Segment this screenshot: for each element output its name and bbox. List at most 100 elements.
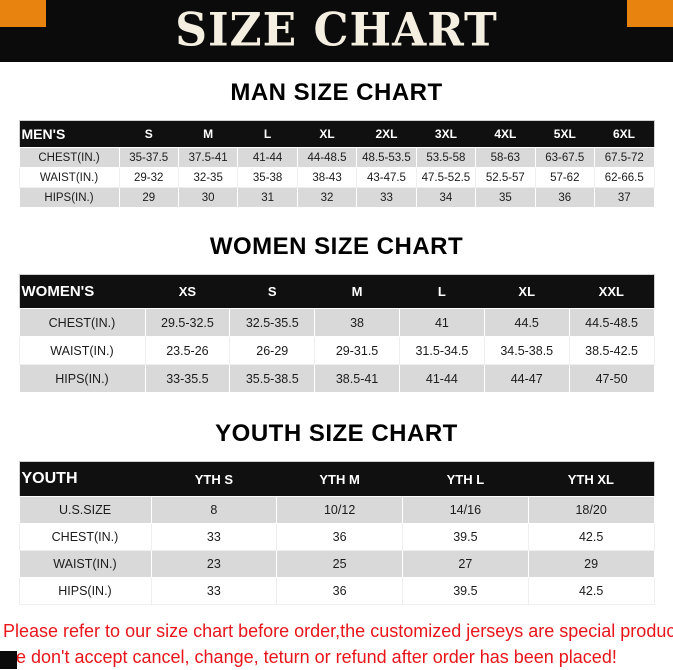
- value-cell: 53.5-58: [415, 147, 477, 168]
- value-cell: 35-37.5: [118, 147, 179, 168]
- value-cell: 33: [150, 577, 278, 605]
- table-row: WAIST(IN.) 29-32 32-35 35-38 38-43 43-47.5 47.…: [18, 167, 655, 188]
- size-header-cell: 2XL: [356, 120, 417, 148]
- value-cell: 8: [150, 496, 278, 524]
- value-cell: 39.5: [402, 523, 529, 551]
- value-cell: 41-44: [398, 364, 485, 393]
- value-cell: 41: [398, 308, 485, 337]
- value-cell: 37.5-41: [177, 147, 239, 168]
- size-header-cell: S: [119, 120, 179, 148]
- value-cell: 18/20: [527, 496, 655, 524]
- table-header-row: YOUTH YTH S YTH M YTH L YTH XL: [19, 461, 654, 497]
- value-cell: 47.5-52.5: [415, 167, 477, 188]
- value-cell: 27: [402, 550, 529, 578]
- value-cell: 10/12: [276, 496, 403, 524]
- corner-accent-top-left: [0, 0, 46, 27]
- table-row: CHEST(IN.) 33 36 39.5 42.5: [18, 523, 655, 551]
- youth-size-table: YOUTH YTH S YTH M YTH L YTH XL U.S.SIZE 8 10/12…: [18, 461, 655, 605]
- size-header-cell: YTH M: [276, 461, 403, 497]
- men-section-heading: MAN SIZE CHART: [230, 79, 443, 106]
- value-cell: 43-47.5: [356, 167, 417, 188]
- table-row: U.S.SIZE 8 10/12 14/16 18/20: [18, 496, 655, 524]
- value-cell: 38.5-42.5: [568, 336, 655, 365]
- value-cell: 29-31.5: [314, 336, 400, 365]
- value-cell: 36: [276, 523, 403, 551]
- size-header-cell: YTH L: [402, 461, 529, 497]
- youth-section-heading: YOUTH SIZE CHART: [215, 420, 458, 447]
- table-row: HIPS(IN.) 33 36 39.5 42.5: [18, 577, 655, 605]
- value-cell: 44.5: [483, 308, 570, 337]
- value-cell: 35: [475, 187, 536, 208]
- size-header-cell: YTH S: [151, 461, 277, 497]
- value-cell: 32.5-35.5: [229, 308, 316, 337]
- row-label-cell: CHEST(IN.): [18, 147, 120, 168]
- size-header-cell: 5XL: [535, 120, 595, 148]
- size-header-cell: 3XL: [416, 120, 476, 148]
- value-cell: 36: [276, 577, 403, 605]
- banner: SIZE CHART: [0, 0, 673, 62]
- value-cell: 29: [118, 187, 179, 208]
- value-cell: 42.5: [527, 577, 655, 605]
- size-header-cell: L: [237, 120, 298, 148]
- value-cell: 63-67.5: [534, 147, 596, 168]
- value-cell: 35.5-38.5: [229, 364, 316, 393]
- women-section-heading: WOMEN SIZE CHART: [209, 233, 464, 260]
- women-size-table: WOMEN'S XS S M L XL XXL CHEST(IN.) 29.5-32.5 32.5…: [18, 274, 655, 393]
- size-header-cell: XL: [297, 120, 357, 148]
- table-row: CHEST(IN.) 29.5-32.5 32.5-35.5 38 41 44.5 44.5…: [18, 308, 655, 337]
- men-size-table: MEN'S S M L XL 2XL 3XL 4XL 5XL 6XL CHEST(IN.) 35-37…: [18, 120, 655, 208]
- row-label-cell: CHEST(IN.): [18, 308, 146, 337]
- size-header-cell: M: [314, 274, 400, 309]
- men-size-section: MAN SIZE CHART MEN'S S M L XL 2XL 3XL 4XL 5XL 6XL…: [0, 79, 673, 208]
- size-header-cell: XL: [484, 274, 570, 309]
- value-cell: 58-63: [475, 147, 536, 168]
- disclaimer-line-1: Please refer to our size chart before or…: [3, 621, 673, 641]
- row-label-cell: U.S.SIZE: [18, 496, 152, 524]
- table-row: HIPS(IN.) 33-35.5 35.5-38.5 38.5-41 41-44 44-…: [18, 364, 655, 393]
- value-cell: 30: [177, 187, 239, 208]
- page-title: SIZE CHART: [175, 3, 498, 58]
- value-cell: 32-35: [177, 167, 239, 188]
- size-header-cell: XS: [145, 274, 230, 309]
- corner-accent-bottom-left: [0, 651, 17, 669]
- value-cell: 29.5-32.5: [144, 308, 231, 337]
- table-header-row: MEN'S S M L XL 2XL 3XL 4XL 5XL 6XL: [19, 120, 654, 148]
- value-cell: 41-44: [237, 147, 298, 168]
- table-header-row: WOMEN'S XS S M L XL XXL: [19, 274, 654, 309]
- value-cell: 44-48.5: [296, 147, 358, 168]
- row-label-cell: WAIST(IN.): [18, 336, 146, 365]
- row-label-cell: WAIST(IN.): [18, 550, 152, 578]
- value-cell: 33: [356, 187, 417, 208]
- value-cell: 42.5: [527, 523, 655, 551]
- table-row: CHEST(IN.) 35-37.5 37.5-41 41-44 44-48.5 48.5…: [18, 147, 655, 168]
- size-header-cell: M: [178, 120, 238, 148]
- value-cell: 38-43: [296, 167, 358, 188]
- table-row: HIPS(IN.) 29 30 31 32 33 34 35 36 37: [18, 187, 655, 208]
- value-cell: 29: [527, 550, 655, 578]
- value-cell: 44-47: [483, 364, 570, 393]
- value-cell: 25: [276, 550, 403, 578]
- youth-size-section: YOUTH SIZE CHART YOUTH YTH S YTH M YTH L YTH…: [0, 420, 673, 605]
- value-cell: 31: [237, 187, 298, 208]
- value-cell: 39.5: [402, 577, 529, 605]
- value-cell: 23.5-26: [144, 336, 231, 365]
- size-header-cell: YTH XL: [528, 461, 654, 497]
- value-cell: 33: [150, 523, 278, 551]
- value-cell: 34.5-38.5: [483, 336, 570, 365]
- row-label-cell: HIPS(IN.): [18, 577, 152, 605]
- value-cell: 36: [534, 187, 596, 208]
- value-cell: 31.5-34.5: [398, 336, 485, 365]
- value-cell: 38: [314, 308, 400, 337]
- row-label-cell: HIPS(IN.): [18, 364, 146, 393]
- value-cell: 38.5-41: [314, 364, 400, 393]
- value-cell: 34: [415, 187, 477, 208]
- table-title-cell: MEN'S: [19, 120, 119, 148]
- size-header-cell: S: [229, 274, 315, 309]
- value-cell: 62-66.5: [594, 167, 655, 188]
- value-cell: 26-29: [229, 336, 316, 365]
- value-cell: 57-62: [534, 167, 596, 188]
- value-cell: 52.5-57: [475, 167, 536, 188]
- disclaimer-line-2: we don't accept cancel, change, teturn o…: [3, 647, 617, 667]
- size-header-cell: XXL: [569, 274, 654, 309]
